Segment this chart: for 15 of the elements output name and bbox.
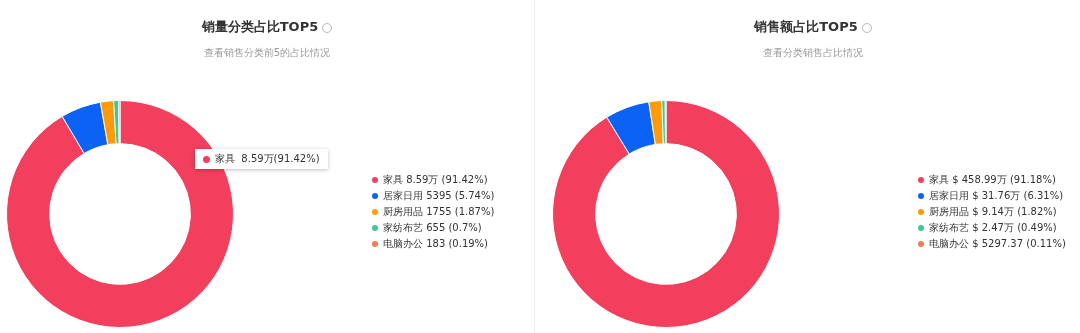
legend-label: 家具 8.59万 (91.42%)	[382, 173, 489, 187]
legend-label: 电脑办公 183 (0.19%)	[382, 237, 489, 251]
legend-label: 厨房用品 1755 (1.87%)	[382, 205, 495, 219]
chart-subtitle: 查看销售分类前5的占比情况	[202, 46, 332, 60]
legend-label: 居家日用 $ 31.76万 (6.31%)	[928, 189, 1065, 203]
legend-label: 厨房用品 $ 9.14万 (1.82%)	[928, 205, 1058, 219]
chart-subtitle: 查看分类销售占比情况	[762, 46, 864, 60]
legend-label: 家具 $ 458.99万 (91.18%)	[928, 173, 1057, 187]
text: 家具 8.59万(91.42%)	[195, 149, 328, 169]
legend-label: 家纺布艺 655 (0.7%)	[382, 221, 483, 235]
legend-label: 家纺布艺 $ 2.47万 (0.49%)	[928, 221, 1058, 235]
chart-title: 销量分类占比TOP5	[200, 18, 320, 36]
chart-title: 销售额占比TOP5	[752, 18, 859, 36]
legend-label: 电脑办公 $ 5297.37 (0.11%)	[928, 237, 1066, 251]
legend-label: 居家日用 5395 (5.74%)	[382, 189, 495, 203]
